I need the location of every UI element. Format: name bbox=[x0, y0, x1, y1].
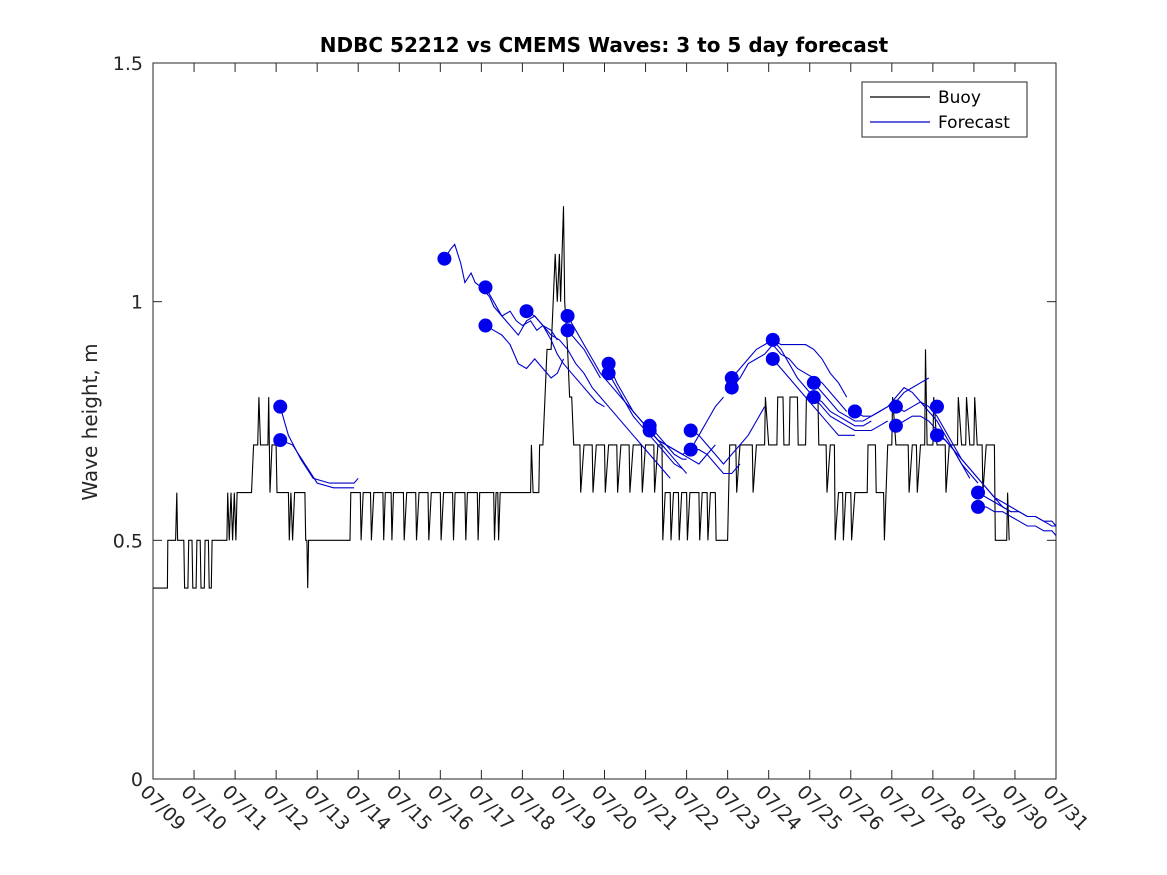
x-tick-label: 07/21 bbox=[628, 781, 682, 835]
forecast-marker bbox=[888, 399, 903, 414]
forecast-marker bbox=[273, 399, 288, 414]
y-tick-label: 1.5 bbox=[113, 53, 143, 75]
forecast-marker bbox=[683, 423, 698, 438]
forecast-run-line bbox=[443, 243, 558, 341]
axis-ticks bbox=[152, 62, 1057, 780]
x-tick-label: 07/30 bbox=[997, 781, 1051, 835]
x-tick-labels: 07/0907/1007/1107/1207/1307/1407/1507/16… bbox=[135, 781, 1092, 835]
forecast-marker bbox=[601, 366, 616, 381]
forecast-run-line bbox=[731, 339, 848, 398]
y-tick-label: 0 bbox=[131, 769, 143, 791]
y-tick-labels: 0 0.5 1 1.5 bbox=[113, 53, 143, 791]
x-tick-label: 07/14 bbox=[341, 781, 395, 835]
forecast-run-line bbox=[567, 329, 601, 379]
forecast-run-line bbox=[280, 439, 355, 489]
x-tick-label: 07/17 bbox=[464, 781, 518, 835]
forecast-run-line bbox=[485, 325, 565, 379]
buoy-series bbox=[153, 206, 1010, 589]
forecast-series bbox=[279, 243, 1057, 536]
forecast-marker bbox=[888, 418, 903, 433]
x-tick-label: 07/31 bbox=[1038, 781, 1092, 835]
forecast-run-line bbox=[772, 339, 888, 432]
x-tick-label: 07/27 bbox=[874, 781, 928, 835]
forecast-marker bbox=[765, 332, 780, 347]
forecast-marker bbox=[478, 318, 493, 333]
legend-label-forecast: Forecast bbox=[938, 113, 1010, 133]
x-tick-label: 07/09 bbox=[135, 781, 189, 835]
x-tick-label: 07/19 bbox=[546, 781, 600, 835]
forecast-run-line bbox=[526, 310, 671, 479]
forecast-run-line bbox=[690, 406, 766, 465]
forecast-marker bbox=[806, 375, 821, 390]
x-tick-label: 07/29 bbox=[956, 781, 1010, 835]
forecast-run-line bbox=[649, 430, 687, 460]
forecast-marker bbox=[724, 380, 739, 395]
plot-area: 00.511.5 07/0907/1007/1107/1207/1307/140… bbox=[113, 53, 1093, 835]
x-tick-label: 07/22 bbox=[669, 781, 723, 835]
forecast-marker bbox=[437, 251, 452, 266]
forecast-run-line bbox=[772, 358, 855, 436]
forecast-marker bbox=[273, 433, 288, 448]
forecast-marker bbox=[847, 404, 862, 419]
forecast-marker bbox=[478, 280, 493, 295]
forecast-marker bbox=[519, 304, 534, 319]
x-tick-label: 07/12 bbox=[259, 781, 313, 835]
forecast-run-line bbox=[690, 449, 741, 475]
forecast-run-line bbox=[279, 406, 359, 484]
x-tick-label: 07/28 bbox=[915, 781, 969, 835]
legend-box bbox=[861, 81, 1028, 138]
forecast-marker bbox=[765, 351, 780, 366]
forecast-marker bbox=[560, 308, 575, 323]
x-tick-label: 07/20 bbox=[587, 781, 641, 835]
buoy-line bbox=[153, 206, 1010, 589]
forecast-marker bbox=[971, 485, 986, 500]
forecast-marker bbox=[929, 399, 944, 414]
x-tick-label: 07/16 bbox=[423, 781, 477, 835]
legend: Buoy Forecast bbox=[861, 81, 1028, 138]
legend-label-buoy: Buoy bbox=[938, 88, 981, 108]
y-tick-label: 1 bbox=[131, 292, 143, 314]
x-tick-label: 07/18 bbox=[505, 781, 559, 835]
forecast-run-line bbox=[485, 287, 605, 408]
chart-title: NDBC 52212 vs CMEMS Waves: 3 to 5 day fo… bbox=[320, 33, 889, 57]
x-tick-label: 07/10 bbox=[177, 781, 231, 835]
y-tick-label: 0.5 bbox=[113, 530, 143, 552]
forecast-run-line bbox=[977, 492, 1056, 527]
forecast-markers bbox=[273, 251, 986, 514]
forecast-run-line bbox=[567, 315, 688, 474]
forecast-run-line bbox=[978, 506, 1057, 536]
forecast-run-line bbox=[649, 425, 716, 465]
x-tick-label: 07/15 bbox=[382, 781, 436, 835]
x-tick-label: 07/24 bbox=[751, 781, 805, 835]
x-tick-label: 07/26 bbox=[833, 781, 887, 835]
forecast-marker bbox=[971, 499, 986, 514]
forecast-marker bbox=[683, 442, 698, 457]
forecast-run-line bbox=[813, 396, 872, 427]
forecast-marker bbox=[929, 428, 944, 443]
forecast-marker bbox=[560, 323, 575, 338]
x-tick-label: 07/23 bbox=[710, 781, 764, 835]
x-tick-label: 07/13 bbox=[300, 781, 354, 835]
x-tick-label: 07/11 bbox=[218, 781, 272, 835]
x-tick-label: 07/25 bbox=[792, 781, 846, 835]
y-axis-label: Wave height, m bbox=[78, 343, 102, 500]
forecast-run-line bbox=[731, 343, 848, 412]
forecast-marker bbox=[642, 423, 657, 438]
plot-frame bbox=[152, 62, 1057, 780]
forecast-marker bbox=[806, 390, 821, 405]
forecast-run-line bbox=[854, 386, 971, 479]
